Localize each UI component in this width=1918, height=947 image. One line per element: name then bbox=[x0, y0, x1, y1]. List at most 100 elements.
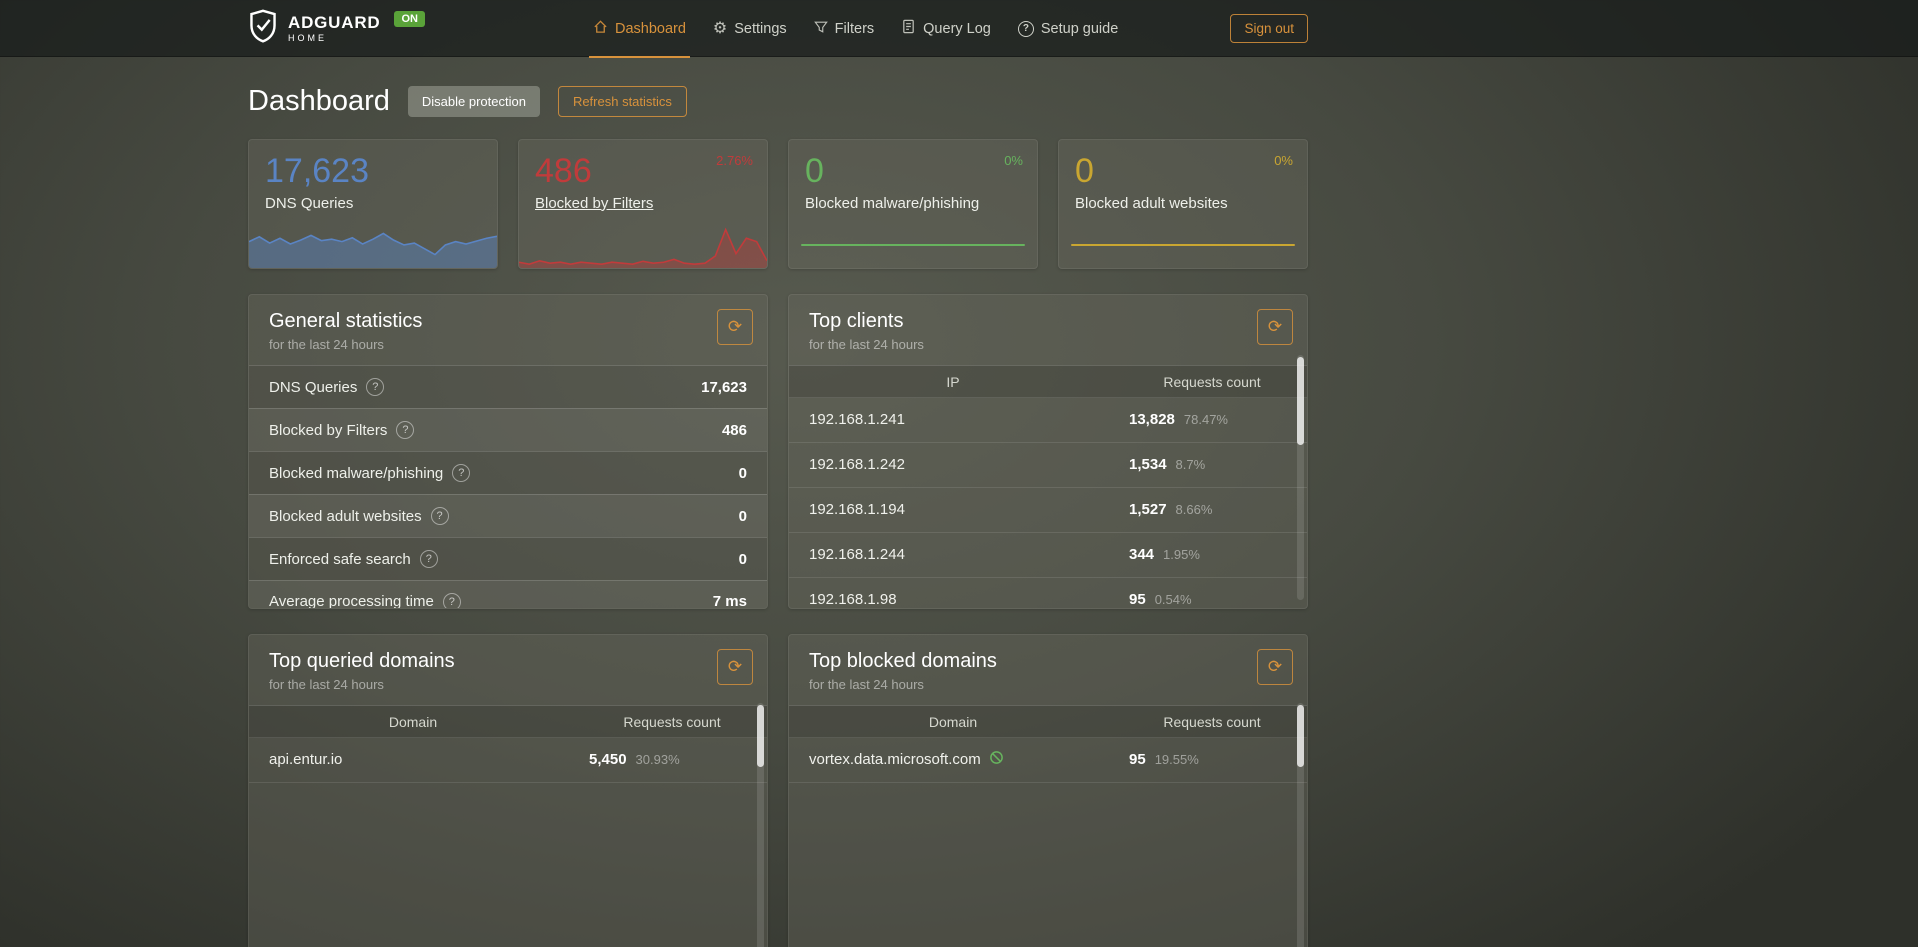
document-icon bbox=[901, 19, 916, 38]
middle-panels: General statistics for the last 24 hours… bbox=[248, 294, 1308, 609]
table-header: Domain Requests count bbox=[789, 705, 1307, 738]
row-label: Blocked adult websites bbox=[269, 507, 422, 525]
scrollbar-thumb[interactable] bbox=[1297, 357, 1304, 445]
refresh-panel-button[interactable]: ⟳ bbox=[1257, 649, 1293, 685]
help-icon[interactable]: ? bbox=[452, 464, 471, 482]
brand-title: ADGUARD bbox=[288, 13, 381, 32]
stat-value: 486 bbox=[535, 152, 592, 190]
stat-card-dns-queries: 17,623 DNS Queries bbox=[248, 139, 498, 269]
panel-subtitle: for the last 24 hours bbox=[809, 677, 924, 692]
client-row: 192.168.1.242 1,534 8.7% bbox=[789, 443, 1307, 488]
column-header-ip: IP bbox=[946, 373, 960, 390]
stat-delta: 0% bbox=[1274, 153, 1293, 168]
scrollbar-thumb[interactable] bbox=[757, 705, 764, 767]
panel-subtitle: for the last 24 hours bbox=[809, 337, 924, 352]
domain-row: api.entur.io 5,450 30.93% bbox=[249, 738, 767, 783]
request-count: 13,828 bbox=[1129, 410, 1175, 428]
nav-item-label: Query Log bbox=[923, 20, 991, 37]
main-nav: Dashboard ⚙ Settings Filters Query Log ? bbox=[588, 0, 1118, 58]
stat-row-blocked-malware: Blocked malware/phishing? 0 bbox=[249, 451, 767, 494]
refresh-panel-button[interactable]: ⟳ bbox=[717, 649, 753, 685]
row-value: 0 bbox=[738, 464, 747, 482]
row-label: Blocked by Filters bbox=[269, 421, 388, 439]
refresh-statistics-button[interactable]: Refresh statistics bbox=[557, 86, 687, 117]
refresh-icon: ⟳ bbox=[1267, 657, 1283, 676]
request-count: 5,450 bbox=[589, 750, 627, 768]
domain-name: vortex.data.microsoft.com bbox=[809, 750, 981, 768]
row-label: Blocked malware/phishing bbox=[269, 464, 444, 482]
help-icon[interactable]: ? bbox=[366, 378, 385, 396]
brand-subtitle: HOME bbox=[288, 33, 327, 43]
request-percent: 8.66% bbox=[1175, 501, 1213, 517]
refresh-icon: ⟳ bbox=[727, 657, 743, 676]
client-ip: 192.168.1.98 bbox=[809, 590, 897, 608]
gear-icon: ⚙ bbox=[712, 19, 728, 37]
panel-title: Top clients bbox=[809, 310, 904, 332]
stat-value: 0 bbox=[1075, 152, 1094, 190]
brand: ADGUARD HOME ON bbox=[248, 9, 425, 48]
nav-item-settings[interactable]: ⚙ Settings bbox=[713, 0, 787, 57]
nav-item-setup-guide[interactable]: ? Setup guide bbox=[1017, 0, 1118, 57]
page-title: Dashboard bbox=[248, 85, 390, 117]
stat-value: 0 bbox=[805, 152, 824, 190]
column-header-requests: Requests count bbox=[1163, 373, 1261, 390]
row-label: DNS Queries bbox=[269, 378, 358, 396]
stat-row-dns-queries: DNS Queries? 17,623 bbox=[249, 365, 767, 408]
client-row: 192.168.1.194 1,527 8.66% bbox=[789, 488, 1307, 533]
scrollbar-thumb[interactable] bbox=[1297, 705, 1304, 767]
sign-out-button[interactable]: Sign out bbox=[1230, 14, 1308, 43]
question-circle-icon: ? bbox=[1017, 20, 1034, 37]
row-value: 7 ms bbox=[712, 593, 747, 609]
stat-row-safe-search: Enforced safe search? 0 bbox=[249, 537, 767, 580]
refresh-panel-button[interactable]: ⟳ bbox=[717, 309, 753, 345]
request-count: 1,534 bbox=[1129, 455, 1167, 473]
help-icon[interactable]: ? bbox=[430, 507, 449, 525]
top-clients-panel: Top clients for the last 24 hours ⟳ IP R… bbox=[788, 294, 1308, 609]
nav-item-query-log[interactable]: Query Log bbox=[901, 0, 991, 57]
column-header-requests: Requests count bbox=[623, 713, 721, 730]
help-icon[interactable]: ? bbox=[442, 592, 461, 608]
nav-item-filters[interactable]: Filters bbox=[813, 0, 874, 57]
stat-label: Blocked adult websites bbox=[1075, 194, 1228, 212]
scrollbar-track bbox=[1297, 355, 1304, 600]
nav-item-dashboard[interactable]: Dashboard bbox=[588, 0, 690, 58]
row-label: Average processing time bbox=[269, 593, 434, 609]
dns-queries-sparkline bbox=[249, 220, 497, 268]
stat-label: Blocked malware/phishing bbox=[805, 194, 980, 212]
client-ip: 192.168.1.194 bbox=[809, 500, 905, 518]
refresh-icon: ⟳ bbox=[727, 317, 743, 336]
help-icon[interactable]: ? bbox=[419, 550, 438, 568]
column-header-requests: Requests count bbox=[1163, 713, 1261, 730]
row-value: 486 bbox=[721, 421, 747, 439]
funnel-icon bbox=[813, 20, 828, 38]
row-label: Enforced safe search bbox=[269, 550, 411, 568]
panel-subtitle: for the last 24 hours bbox=[269, 677, 384, 692]
disable-protection-button[interactable]: Disable protection bbox=[407, 86, 540, 117]
client-row: 192.168.1.241 13,828 78.47% bbox=[789, 398, 1307, 443]
general-statistics-panel: General statistics for the last 24 hours… bbox=[248, 294, 768, 609]
request-percent: 1.95% bbox=[1163, 546, 1200, 562]
table-header: IP Requests count bbox=[789, 365, 1307, 398]
help-icon[interactable]: ? bbox=[396, 421, 415, 439]
column-header-domain: Domain bbox=[928, 713, 978, 730]
stat-delta: 2.76% bbox=[716, 153, 753, 168]
domain-row: vortex.data.microsoft.com 95 19.55% bbox=[789, 738, 1307, 783]
unblock-icon[interactable] bbox=[989, 750, 1004, 769]
stat-label-link[interactable]: Blocked by Filters bbox=[535, 194, 654, 212]
stat-card-blocked-filters: 486 2.76% Blocked by Filters bbox=[518, 139, 768, 269]
request-percent: 8.7% bbox=[1175, 456, 1206, 472]
adguard-shield-logo-icon bbox=[248, 9, 278, 48]
client-ip: 192.168.1.242 bbox=[809, 455, 905, 473]
table-header: Domain Requests count bbox=[249, 705, 767, 738]
nav-item-label: Settings bbox=[734, 20, 787, 37]
request-count: 95 bbox=[1129, 750, 1146, 768]
blocked-filters-sparkline bbox=[519, 220, 767, 268]
scrollbar-track bbox=[757, 703, 764, 947]
request-percent: 0.54% bbox=[1154, 591, 1192, 607]
refresh-panel-button[interactable]: ⟳ bbox=[1257, 309, 1293, 345]
request-count: 344 bbox=[1129, 545, 1155, 563]
row-value: 0 bbox=[738, 507, 747, 525]
stat-row-blocked-adult: Blocked adult websites? 0 bbox=[249, 494, 767, 537]
request-percent: 78.47% bbox=[1183, 411, 1228, 427]
request-count: 95 bbox=[1129, 590, 1146, 608]
